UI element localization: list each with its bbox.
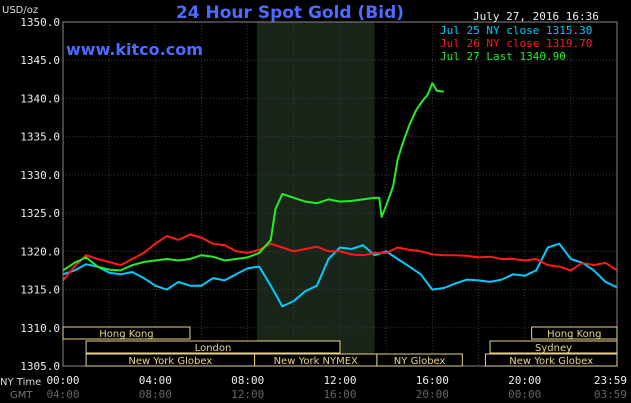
y-tick-label: 1325.0 <box>20 207 60 220</box>
market-session-bar <box>376 353 463 367</box>
legend-item-jul25: Jul 25 NY close 1315.30 <box>440 24 592 37</box>
y-tick-label: 1335.0 <box>20 131 60 144</box>
x-tick-label-gmt: 04:00 <box>46 388 79 401</box>
y-tick-label: 1320.0 <box>20 245 60 258</box>
legend: Jul 25 NY close 1315.30 Jul 26 NY close … <box>440 24 592 63</box>
x-tick-label-ny: 12:00 <box>323 374 356 387</box>
market-session-label: New York NYMEX <box>274 356 359 367</box>
y-tick-label: 1330.0 <box>20 169 60 182</box>
x-tick-label-gmt: 03:59 <box>594 388 627 401</box>
x-tick-label-ny: 16:00 <box>416 374 449 387</box>
session-shade <box>256 22 375 366</box>
ny-time-label: NY Time <box>0 377 41 388</box>
y-tick-label: 1315.0 <box>20 284 60 297</box>
x-tick-label-ny: 08:00 <box>231 374 264 387</box>
market-session-bar <box>85 340 341 354</box>
timestamp: July 27, 2016 16:36 <box>473 10 599 23</box>
legend-item-jul27: Jul 27 Last 1340.90 <box>440 50 566 63</box>
y-tick-label: 1305.0 <box>20 360 60 373</box>
y-tick-label: 1350.0 <box>20 16 60 29</box>
y-tick-label: 1310.0 <box>20 322 60 335</box>
site-watermark: www.kitco.com <box>66 40 203 59</box>
x-tick-label-gmt: 16:00 <box>323 388 356 401</box>
unit-label: USD/oz <box>2 5 38 16</box>
x-tick-label-ny: 23:59 <box>594 374 627 387</box>
x-tick-label-ny: 20:00 <box>508 374 541 387</box>
gmt-label: GMT <box>10 390 33 401</box>
x-tick-label-gmt: 12:00 <box>231 388 264 401</box>
market-session-bar <box>531 326 618 340</box>
chart-title: 24 Hour Spot Gold (Bid) <box>176 3 404 23</box>
y-tick-label: 1345.0 <box>20 54 60 67</box>
market-session-bar <box>484 353 618 367</box>
x-tick-label-gmt: 00:00 <box>508 388 541 401</box>
market-session-label: Hong Kong <box>99 329 153 340</box>
series-line-2 <box>62 233 618 282</box>
market-session-label: NY Globex <box>394 356 446 367</box>
y-tick-label: 1340.0 <box>20 92 60 105</box>
market-session-bar <box>62 326 191 340</box>
x-tick-label-gmt: 08:00 <box>139 388 172 401</box>
market-session-label: Sydney <box>535 343 572 354</box>
x-tick-label-gmt: 20:00 <box>416 388 449 401</box>
market-session-label: Hong Kong <box>547 329 601 340</box>
series-line-3 <box>62 82 445 272</box>
market-session-label: New York Globex <box>128 356 212 367</box>
market-session-label: London <box>195 343 232 354</box>
series-line-1 <box>62 242 618 308</box>
x-tick-label-ny: 04:00 <box>139 374 172 387</box>
market-session-bar <box>489 340 618 354</box>
market-session-label: New York Globex <box>509 356 593 367</box>
x-tick-label-ny: 00:00 <box>46 374 79 387</box>
legend-item-jul26: Jul 26 NY close 1319.70 <box>440 37 592 50</box>
